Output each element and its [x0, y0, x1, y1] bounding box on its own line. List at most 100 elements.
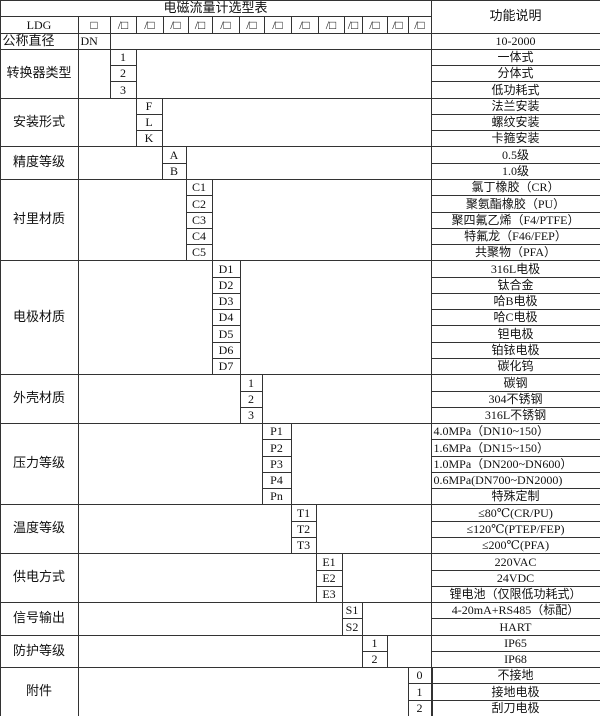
option-code-text: 3: [248, 408, 254, 422]
filler: [77, 178, 187, 261]
option-slot-text: /□: [246, 17, 257, 32]
option-desc: 特殊定制: [430, 487, 600, 505]
option-code: 1: [239, 373, 263, 392]
option-desc-text: IP68: [504, 652, 527, 666]
option-code-text: 1: [120, 50, 126, 64]
option-code-text: 2: [120, 66, 126, 80]
option-slot: /□: [162, 15, 189, 34]
option-code: 2: [407, 699, 432, 716]
group-label-text: 精度等级: [12, 155, 65, 170]
option-code: D3: [211, 292, 241, 310]
option-code-text: L: [145, 115, 153, 129]
option-desc-text: 低功耗式: [491, 82, 540, 97]
option-desc-text: IP65: [504, 636, 527, 650]
option-desc-text: 24VDC: [496, 571, 535, 585]
filler: [77, 666, 409, 716]
filler: [77, 634, 363, 668]
filler: [77, 422, 263, 505]
option-code-text: P4: [270, 473, 283, 487]
option-desc-text: ≤80℃(CR/PU): [478, 505, 553, 520]
option-slot-text: /□: [144, 17, 155, 32]
option-slot: /□: [109, 15, 137, 34]
diameter-code-text: DN: [80, 34, 98, 48]
diameter-slot-text: □: [90, 17, 98, 32]
option-desc: 碳化钨: [430, 357, 600, 375]
option-desc: 铂铱电极: [430, 341, 600, 359]
option-code-text: B: [169, 164, 178, 178]
filler: [77, 97, 137, 147]
option-code: C1: [185, 178, 213, 196]
group-label: 信号输出: [0, 601, 79, 636]
option-desc-text: 氯丁橡胶（CR）: [471, 180, 560, 194]
filler: [161, 97, 432, 147]
option-desc-text: 特氟龙（F46/FEP）: [464, 229, 567, 243]
option-desc-text: 316L不锈钢: [484, 408, 547, 422]
option-code: 2: [109, 64, 137, 82]
option-desc-text: 锂电池（仅限低功耗式）: [449, 587, 582, 601]
option-desc-text: 4.0MPa（DN10~150）: [433, 424, 550, 438]
group-label: 转换器类型: [0, 48, 79, 99]
option-code-text: 2: [371, 652, 378, 666]
group-label: 安装形式: [0, 97, 79, 147]
option-code-text: 2: [248, 392, 254, 406]
option-code-text: C4: [191, 229, 206, 243]
option-code: D7: [211, 357, 241, 375]
group-label-text: 外壳材质: [12, 391, 65, 406]
option-desc: 316L不锈钢: [430, 406, 600, 424]
group-label-text: 压力等级: [12, 456, 65, 471]
option-code: 1: [361, 634, 388, 652]
option-code-text: 3: [120, 82, 126, 97]
option-slot: /□: [361, 15, 388, 34]
option-desc: 316L电极: [430, 259, 600, 278]
option-desc: 不接地: [430, 666, 600, 684]
option-code-text: Pn: [270, 489, 283, 503]
option-code-text: T2: [296, 522, 311, 536]
option-code: P2: [261, 438, 292, 457]
option-desc: 220VAC: [430, 552, 600, 571]
option-desc-text: 特殊定制: [491, 489, 540, 503]
option-desc-text: 钽电极: [497, 326, 534, 341]
option-desc: 锂电池（仅限低功耗式）: [430, 585, 600, 603]
option-desc: 特氟龙（F46/FEP）: [430, 227, 600, 245]
option-code: 0: [407, 666, 432, 684]
diameter-desc: 10-2000: [430, 32, 600, 50]
diameter-label: 公称直径: [0, 32, 79, 50]
option-slot-text: /□: [347, 17, 359, 32]
filler: [315, 503, 432, 554]
filler: [135, 48, 432, 99]
option-desc: ≤200℃(PFA): [430, 536, 600, 554]
option-desc: 接地电极: [430, 682, 600, 701]
option-desc: 24VDC: [430, 569, 600, 587]
option-desc: 聚四氟乙烯（F4/PTFE）: [430, 211, 600, 229]
option-code-text: D3: [218, 294, 234, 308]
option-desc: 0.6MPa(DN700~DN2000): [430, 471, 600, 489]
filler: [290, 422, 432, 505]
option-desc: 一体式: [430, 48, 600, 66]
option-slot-text: /□: [299, 17, 310, 32]
option-code: C3: [185, 211, 213, 229]
option-code: E1: [315, 552, 343, 571]
option-code: D6: [211, 341, 241, 359]
option-slot-text: /□: [194, 17, 206, 32]
group-label: 附件: [0, 666, 79, 716]
filler: [77, 373, 241, 424]
option-desc: 低功耗式: [430, 80, 600, 99]
option-code-text: T3: [296, 538, 311, 552]
option-desc-text: 法兰安装: [491, 99, 540, 113]
option-code-text: S2: [345, 619, 359, 634]
filler: [77, 48, 111, 99]
option-desc: 聚氨酯橡胶（PU）: [430, 194, 600, 213]
option-code-text: C1: [191, 180, 206, 194]
group-label: 压力等级: [0, 422, 79, 505]
option-code: L: [135, 113, 163, 131]
option-code: D5: [211, 324, 241, 343]
option-code: T2: [290, 520, 317, 538]
option-desc-text: 钛合金: [497, 278, 534, 292]
model-code: LDG: [0, 15, 79, 34]
option-code-text: P3: [270, 457, 283, 471]
description-header-text: 功能说明: [489, 9, 542, 24]
option-slot: /□: [317, 15, 345, 34]
option-desc-text: 0.5级: [501, 147, 529, 162]
filler: [211, 178, 432, 261]
